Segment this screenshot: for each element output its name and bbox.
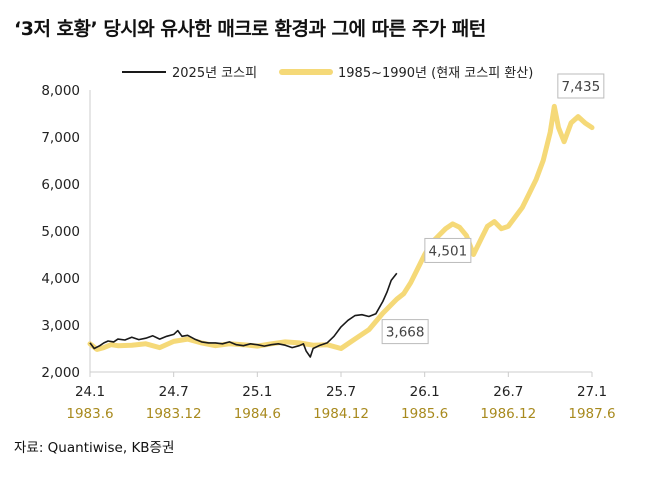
x-tick-label-secondary: 1983.6 <box>66 406 113 422</box>
annotation-label: 4,501 <box>429 243 468 259</box>
y-tick-label: 7,000 <box>41 130 80 146</box>
series-line-1985 <box>87 103 595 352</box>
x-tick-label-secondary: 1987.6 <box>568 406 615 422</box>
y-tick-label: 6,000 <box>41 177 80 193</box>
x-tick-label-secondary: 1983.12 <box>146 406 202 422</box>
series-line-2025 <box>89 272 398 358</box>
y-tick-label: 4,000 <box>41 271 80 287</box>
chart-source: 자료: Quantiwise, KB증권 <box>14 440 175 456</box>
chart: 2,000 3,000 4,000 5,000 6,000 7,000 8,000 24.1 1… <box>41 66 615 422</box>
annotation-layer: 3,668 4,501 7,435 <box>381 73 605 345</box>
series-layer <box>87 103 595 358</box>
y-tick-label: 2,000 <box>41 365 80 381</box>
x-tick-label: 24.7 <box>159 384 189 400</box>
legend-label-1985: 1985~1990년 (현재 코스피 환산) <box>338 66 533 81</box>
x-tick-label-secondary: 1985.6 <box>401 406 448 422</box>
y-tick-label: 5,000 <box>41 224 80 240</box>
y-tick-label: 8,000 <box>41 83 80 99</box>
x-tick-label: 26.7 <box>493 384 523 400</box>
x-tick-label: 25.1 <box>242 384 272 400</box>
x-tick-label-secondary: 1984.6 <box>234 406 281 422</box>
chart-grid <box>89 372 593 377</box>
x-tick-label: 27.1 <box>577 384 607 400</box>
annotation-label: 7,435 <box>562 79 601 95</box>
annotation-box <box>424 237 472 263</box>
x-tick-label-secondary: 1984.12 <box>313 406 369 422</box>
chart-axes: 2,000 3,000 4,000 5,000 6,000 7,000 8,000 24.1 1… <box>41 83 615 422</box>
x-tick-label-secondary: 1986.12 <box>480 406 536 422</box>
x-tick-label: 25.7 <box>326 384 356 400</box>
chart-legend: 2025년 코스피 1985~1990년 (현재 코스피 환산) <box>122 66 533 81</box>
chart-title: ‘3저 호황’ 당시와 유사한 매크로 환경과 그에 따른 주가 패턴 <box>14 18 486 40</box>
annotation-box <box>381 319 429 345</box>
x-tick-label: 26.1 <box>410 384 440 400</box>
annotation-box <box>557 73 605 99</box>
annotation-label: 3,668 <box>386 325 425 341</box>
y-tick-label: 3,000 <box>41 318 80 334</box>
legend-label-2025: 2025년 코스피 <box>172 66 257 81</box>
x-tick-label: 24.1 <box>75 384 105 400</box>
